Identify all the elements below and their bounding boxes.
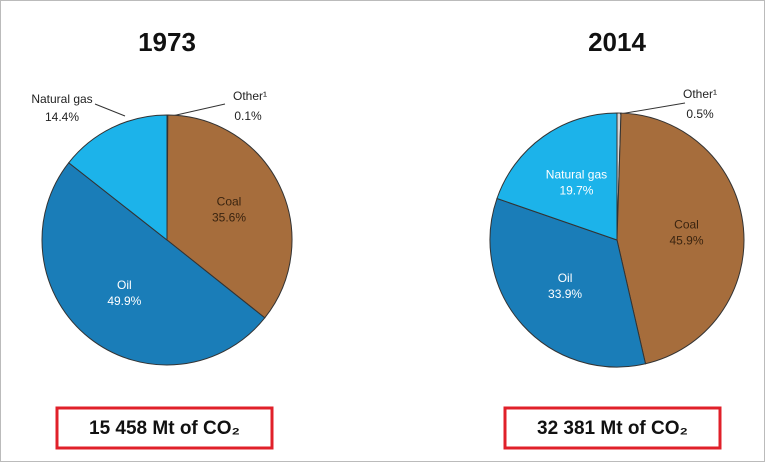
slice-label: Oil: [558, 271, 573, 285]
slice-value: 0.1%: [234, 109, 262, 123]
slice-value: 49.9%: [107, 294, 141, 308]
total-label: 15 458 Mt of CO₂: [89, 418, 240, 439]
slice-label: Oil: [117, 278, 132, 292]
slice-label: Coal: [674, 217, 699, 231]
total-box: [503, 406, 722, 450]
slice-label: Natural gas: [546, 167, 607, 181]
slice-label: Other¹: [233, 89, 267, 103]
slice-value: 0.5%: [686, 107, 714, 121]
leader-line: [94, 103, 126, 117]
pie-slice: [41, 162, 266, 366]
chart-title: 2014: [588, 27, 646, 57]
slice-value: 35.6%: [212, 211, 246, 225]
slice-value: 19.7%: [559, 183, 593, 197]
pie-slice: [166, 114, 293, 319]
slice-value: 33.9%: [548, 287, 582, 301]
pie-slice: [496, 112, 618, 241]
slice-value: 45.9%: [670, 233, 704, 247]
total-box: [55, 406, 274, 450]
total-label: 32 381 Mt of CO₂: [537, 418, 688, 439]
pie-slice: [616, 112, 745, 365]
chart-title: 1973: [138, 27, 196, 57]
leader-line: [619, 102, 686, 115]
slice-value: 14.4%: [45, 110, 79, 124]
pie-slice: [68, 114, 168, 242]
slice-label: Natural gas: [31, 92, 92, 106]
pie-slice: [489, 197, 647, 368]
leader-line: [171, 103, 226, 117]
slice-label: Coal: [217, 195, 242, 209]
slice-label: Other¹: [683, 87, 717, 101]
